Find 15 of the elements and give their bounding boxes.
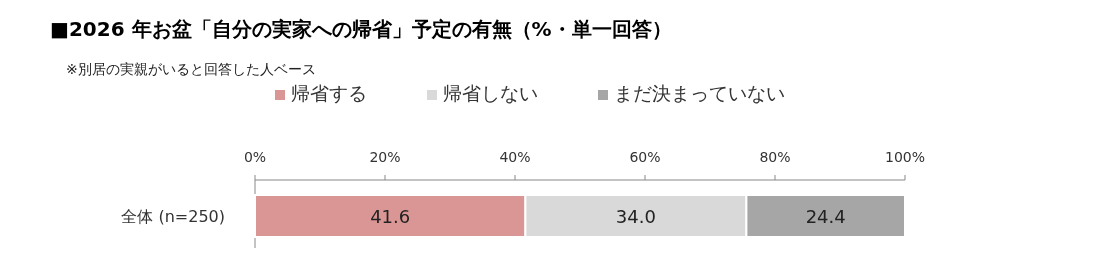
chart-title: ■2026 年お盆「自分の実家への帰省」予定の有無（%・単一回答） <box>50 17 672 41</box>
x-tick-label: 80% <box>759 149 791 165</box>
legend-label: まだ決まっていない <box>614 82 785 104</box>
x-tick-label: 20% <box>369 149 401 165</box>
x-tick-label: 40% <box>499 149 531 165</box>
x-tick-label: 60% <box>629 149 661 165</box>
legend-label: 帰省する <box>291 82 367 104</box>
x-tick-label: 0% <box>243 149 267 165</box>
data-label: 24.4 <box>805 206 846 227</box>
y-tick-label: 全体 (n=250) <box>121 207 225 226</box>
x-tick-label: 100% <box>884 149 926 165</box>
data-label: 41.6 <box>370 206 411 227</box>
data-label: 34.0 <box>615 206 656 227</box>
chart-subtitle: ※別居の実親がいると回答した人ベース <box>66 61 316 77</box>
legend-label: 帰省しない <box>443 82 538 104</box>
